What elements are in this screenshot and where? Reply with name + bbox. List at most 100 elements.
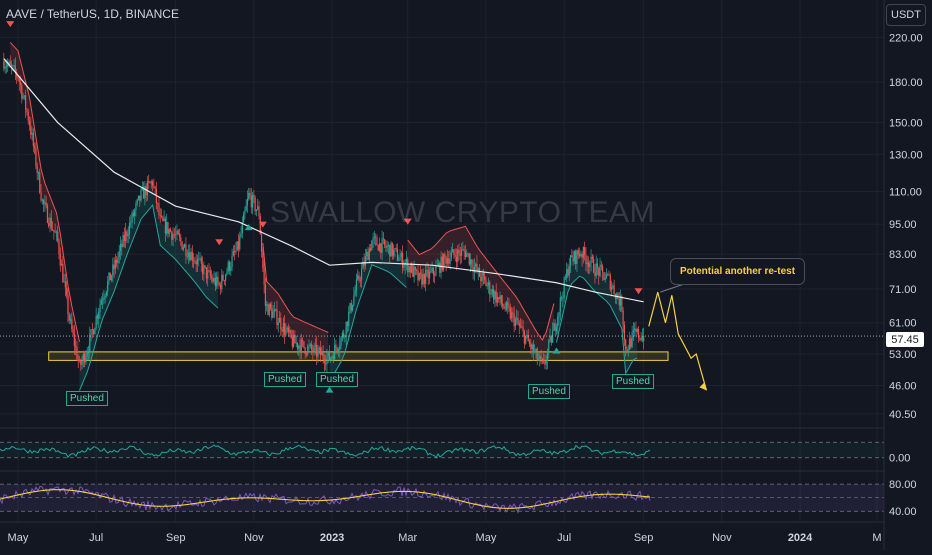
sell-signal-icon bbox=[215, 239, 224, 246]
candle-body bbox=[407, 259, 409, 273]
candle-body bbox=[169, 229, 172, 232]
rsi-signal-line bbox=[0, 489, 651, 509]
oscillator-tick-label: 0.00 bbox=[889, 453, 910, 465]
candle-body bbox=[187, 252, 190, 257]
candle-body bbox=[513, 313, 515, 327]
candle-body bbox=[508, 305, 510, 308]
candle-body bbox=[552, 330, 554, 343]
price-tick-label: 83.00 bbox=[889, 249, 917, 261]
candle-body bbox=[66, 287, 68, 295]
signals bbox=[6, 21, 643, 402]
candle-body bbox=[101, 299, 104, 301]
candle-body bbox=[609, 274, 611, 290]
candle-body bbox=[534, 351, 536, 353]
time-tick-label: May bbox=[476, 532, 497, 544]
candle-body bbox=[566, 269, 568, 279]
currency-button[interactable]: USDT bbox=[886, 4, 926, 26]
candles bbox=[3, 52, 645, 373]
candle-body bbox=[596, 263, 599, 268]
candle-body bbox=[148, 180, 150, 183]
candle-body bbox=[446, 258, 449, 264]
candle-body bbox=[185, 244, 187, 256]
candle-body bbox=[434, 274, 436, 276]
candle-body bbox=[326, 356, 328, 365]
oscillator-line bbox=[0, 444, 651, 459]
candle-body bbox=[595, 263, 597, 276]
candle-body bbox=[353, 295, 355, 305]
candle-body bbox=[386, 246, 388, 248]
candle-body bbox=[507, 302, 509, 306]
candle-body bbox=[253, 194, 255, 198]
candle-body bbox=[181, 241, 183, 250]
candle-body bbox=[334, 344, 336, 360]
candle-body bbox=[127, 234, 129, 236]
candle-body bbox=[366, 251, 368, 257]
candle-body bbox=[384, 239, 386, 245]
candle-body bbox=[308, 345, 310, 347]
candle-body bbox=[514, 319, 517, 327]
candle-body bbox=[519, 325, 522, 327]
candle-body bbox=[154, 186, 156, 189]
time-tick-label: Mar bbox=[398, 532, 417, 544]
candle-body bbox=[18, 78, 20, 83]
candle-body bbox=[121, 243, 123, 247]
candle-body bbox=[562, 297, 564, 299]
candle-body bbox=[22, 96, 24, 99]
candle-body bbox=[100, 300, 102, 305]
candle-body bbox=[462, 249, 464, 250]
trend-stop-line bbox=[407, 225, 555, 341]
candle-body bbox=[619, 296, 622, 306]
candle-body bbox=[354, 290, 356, 296]
candle-body bbox=[390, 242, 392, 257]
candle-body bbox=[328, 351, 331, 361]
candle-body bbox=[318, 347, 320, 350]
candle-body bbox=[64, 281, 66, 288]
candle-body bbox=[467, 253, 469, 255]
candle-body bbox=[91, 329, 93, 331]
candle-body bbox=[286, 327, 288, 330]
candle-body bbox=[637, 329, 640, 339]
candle-body bbox=[557, 316, 559, 327]
candle-body bbox=[231, 255, 233, 267]
candle-body bbox=[293, 334, 295, 347]
time-tick-label: Sep bbox=[166, 532, 186, 544]
candle-body bbox=[600, 264, 602, 267]
buy-signal-icon bbox=[325, 386, 334, 393]
candle-body bbox=[540, 355, 542, 359]
time-tick-label: Nov bbox=[244, 532, 264, 544]
candle-body bbox=[389, 244, 391, 257]
candle-body bbox=[198, 258, 200, 260]
time-tick-label: 2023 bbox=[320, 532, 344, 544]
candle-body bbox=[99, 304, 101, 313]
candle-body bbox=[282, 323, 284, 332]
pushed-label: Pushed bbox=[528, 384, 570, 399]
candle-body bbox=[68, 314, 70, 321]
candle-body bbox=[243, 214, 245, 223]
candle-body bbox=[217, 276, 219, 284]
candle-body bbox=[189, 252, 191, 261]
candle-body bbox=[35, 147, 37, 167]
candle-body bbox=[40, 192, 42, 201]
candle-body bbox=[130, 222, 132, 224]
candle-body bbox=[591, 256, 593, 260]
candle-body bbox=[460, 249, 463, 256]
candle-body bbox=[246, 198, 249, 206]
candle-body bbox=[264, 284, 267, 306]
candle-body bbox=[310, 344, 313, 350]
candle-body bbox=[541, 358, 543, 360]
candle-body bbox=[608, 274, 610, 276]
candle-body bbox=[180, 237, 182, 242]
candle-body bbox=[367, 251, 369, 261]
candle-body bbox=[484, 275, 486, 280]
candle-body bbox=[504, 308, 506, 310]
candle-body bbox=[363, 261, 365, 266]
candle-body bbox=[425, 270, 427, 284]
candle-body bbox=[210, 276, 213, 279]
candle-body bbox=[317, 349, 319, 357]
candle-body bbox=[160, 216, 163, 218]
candle-body bbox=[359, 280, 361, 281]
candle-body bbox=[589, 263, 591, 267]
